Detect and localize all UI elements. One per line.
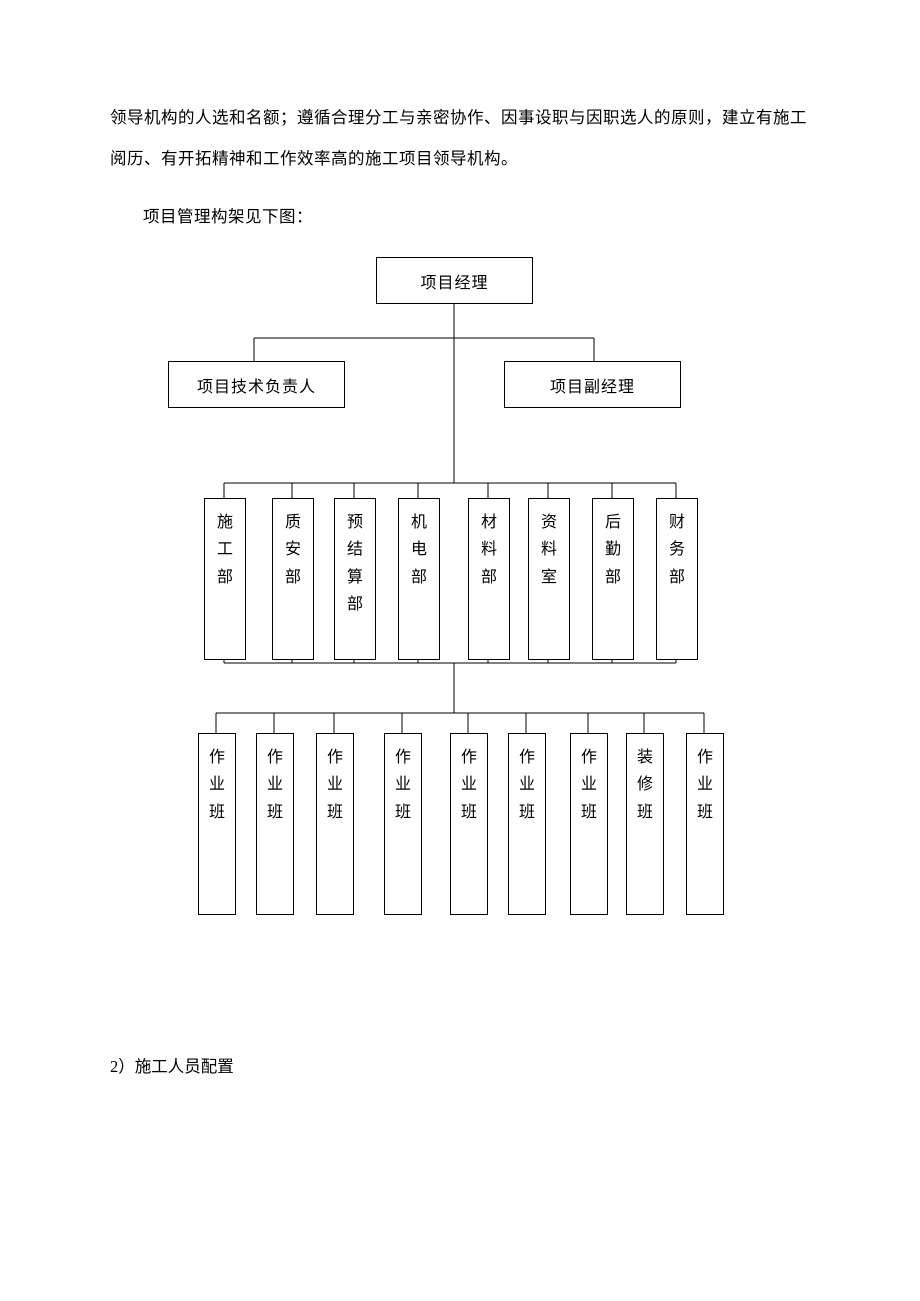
node-team-9: 作业班 xyxy=(686,733,724,915)
node-team-7: 作业班 xyxy=(570,733,608,915)
node-dept-2: 质安部 xyxy=(272,498,314,660)
node-project-manager: 项目经理 xyxy=(376,257,533,304)
section-2-heading: 2）施工人员配置 xyxy=(110,1053,810,1077)
node-dept-6: 资料室 xyxy=(528,498,570,660)
node-tech-lead: 项目技术负责人 xyxy=(168,361,345,408)
node-team-5: 作业班 xyxy=(450,733,488,915)
paragraph-1: 领导机构的人选和名额；遵循合理分工与亲密协作、因事设职与因职选人的原则，建立有施… xyxy=(110,97,810,180)
paragraph-2: 项目管理构架见下图： xyxy=(110,196,810,237)
node-dept-1: 施工部 xyxy=(204,498,246,660)
node-team-1: 作业班 xyxy=(198,733,236,915)
document-page: 领导机构的人选和名额；遵循合理分工与亲密协作、因事设职与因职选人的原则，建立有施… xyxy=(0,0,920,1301)
node-dept-4: 机电部 xyxy=(398,498,440,660)
node-team-4: 作业班 xyxy=(384,733,422,915)
node-dept-3: 预结算部 xyxy=(334,498,376,660)
node-dept-5: 材料部 xyxy=(468,498,510,660)
node-team-8: 装修班 xyxy=(626,733,664,915)
node-deputy-manager: 项目副经理 xyxy=(504,361,681,408)
node-dept-8: 财务部 xyxy=(656,498,698,660)
node-team-3: 作业班 xyxy=(316,733,354,915)
node-team-2: 作业班 xyxy=(256,733,294,915)
org-chart: 项目经理 项目技术负责人 项目副经理 施工部 质安部 预结算部 机电部 材料部 … xyxy=(104,253,804,953)
node-dept-7: 后勤部 xyxy=(592,498,634,660)
node-team-6: 作业班 xyxy=(508,733,546,915)
